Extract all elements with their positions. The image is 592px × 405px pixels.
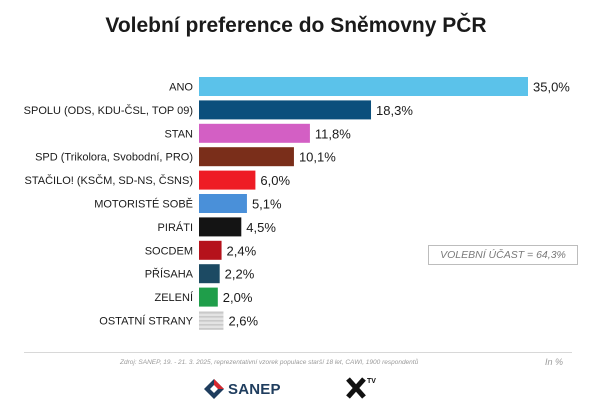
value-label: 35,0%	[533, 80, 570, 95]
category-label: SPD (Trikolora, Svobodní, PRO)	[35, 152, 193, 164]
category-label: MOTORISTÉ SOBĚ	[94, 198, 193, 211]
category-label: ANO	[169, 82, 193, 94]
value-label: 11,8%	[315, 126, 351, 141]
turnout-box: VOLEBNÍ ÚČAST = 64,3%	[428, 245, 578, 265]
category-label: STAN	[164, 128, 193, 140]
value-label: 6,0%	[260, 173, 290, 188]
sanep-logo: SANEP	[203, 378, 281, 400]
bar-chart: ANO 35,0% SPOLU (ODS, KDU-ČSL, TOP 09) 18,3…	[24, 77, 570, 330]
bar	[199, 147, 294, 167]
xtv-logo-icon	[346, 377, 366, 399]
category-label: PIRÁTI	[158, 221, 193, 234]
unit-note: In %	[545, 357, 564, 367]
bar	[199, 170, 256, 190]
value-label: 4,5%	[246, 220, 276, 235]
bar	[199, 311, 224, 330]
category-label: SOCDEM	[145, 245, 193, 257]
value-label: 2,4%	[227, 243, 257, 258]
chart-title: Volební preference do Sněmovny PČR	[105, 14, 487, 37]
category-label: STAČILO! (KSČM, SD-NS, ČSNS)	[25, 174, 193, 187]
footer-divider	[24, 352, 572, 353]
bar	[199, 217, 242, 237]
xtv-logo-text: TV	[367, 378, 376, 385]
sanep-logo-icon	[204, 379, 224, 399]
xtv-logo: TV	[346, 377, 376, 401]
category-label: SPOLU (ODS, KDU-ČSL, TOP 09)	[24, 104, 193, 117]
bar	[199, 240, 222, 260]
value-label: 2,6%	[228, 314, 258, 329]
category-label: PŘÍSAHA	[145, 268, 194, 281]
bar	[199, 77, 528, 96]
bar	[199, 287, 218, 307]
bar	[199, 100, 372, 120]
source-note: Zdroj: SANEP, 19. - 21. 3. 2025, repreze…	[120, 359, 419, 366]
value-label: 2,0%	[223, 290, 253, 305]
bar	[199, 123, 310, 143]
bar	[199, 264, 220, 284]
value-label: 10,1%	[299, 150, 336, 165]
value-label: 2,2%	[225, 267, 255, 282]
category-label: OSTATNÍ STRANY	[99, 315, 193, 328]
bar	[199, 194, 247, 213]
value-label: 5,1%	[252, 197, 282, 212]
value-label: 18,3%	[376, 103, 413, 118]
category-label: ZELENÍ	[154, 291, 193, 304]
sanep-logo-text: SANEP	[228, 380, 281, 398]
